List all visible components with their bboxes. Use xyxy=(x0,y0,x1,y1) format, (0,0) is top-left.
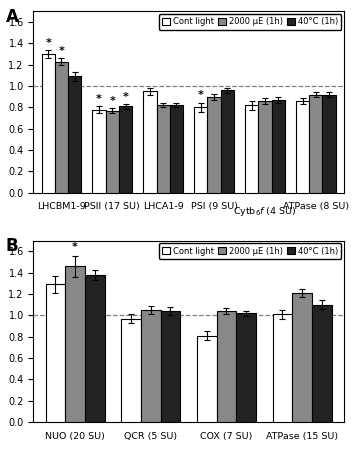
Bar xyxy=(258,101,271,193)
Text: B: B xyxy=(5,237,18,255)
Legend: Cont light, 2000 μE (1h), 40°C (1h): Cont light, 2000 μE (1h), 40°C (1h) xyxy=(158,14,341,30)
Text: A: A xyxy=(5,8,18,26)
Bar xyxy=(271,100,285,193)
Text: *: * xyxy=(72,242,78,252)
Text: *: * xyxy=(109,96,115,106)
Bar xyxy=(141,310,161,422)
Text: *: * xyxy=(198,91,204,101)
Bar xyxy=(170,105,183,193)
Legend: Cont light, 2000 μE (1h), 40°C (1h): Cont light, 2000 μE (1h), 40°C (1h) xyxy=(158,243,341,259)
Bar xyxy=(194,107,207,193)
Text: *: * xyxy=(123,92,129,101)
Bar xyxy=(217,311,236,422)
Bar xyxy=(309,95,323,193)
Bar xyxy=(121,318,141,422)
Text: Cytb$_6f$ (4 SU): Cytb$_6f$ (4 SU) xyxy=(233,206,297,219)
Bar xyxy=(207,97,221,193)
Text: *: * xyxy=(96,94,102,104)
Bar xyxy=(106,110,119,193)
Text: *: * xyxy=(45,38,51,48)
Bar xyxy=(85,275,105,422)
Bar xyxy=(273,314,292,422)
Bar xyxy=(119,106,132,193)
Bar xyxy=(93,110,106,193)
Bar xyxy=(197,335,217,422)
Bar xyxy=(68,76,81,193)
Bar xyxy=(296,101,309,193)
Bar xyxy=(312,305,332,422)
Bar xyxy=(236,313,256,422)
Bar xyxy=(143,92,157,193)
Bar xyxy=(55,62,68,193)
Bar xyxy=(292,293,312,422)
Bar xyxy=(42,54,55,193)
Bar xyxy=(323,95,336,193)
Bar xyxy=(157,105,170,193)
Bar xyxy=(46,285,65,422)
Bar xyxy=(161,311,180,422)
Text: *: * xyxy=(58,46,64,56)
Bar xyxy=(221,90,234,193)
Bar xyxy=(245,105,258,193)
Bar xyxy=(65,266,85,422)
